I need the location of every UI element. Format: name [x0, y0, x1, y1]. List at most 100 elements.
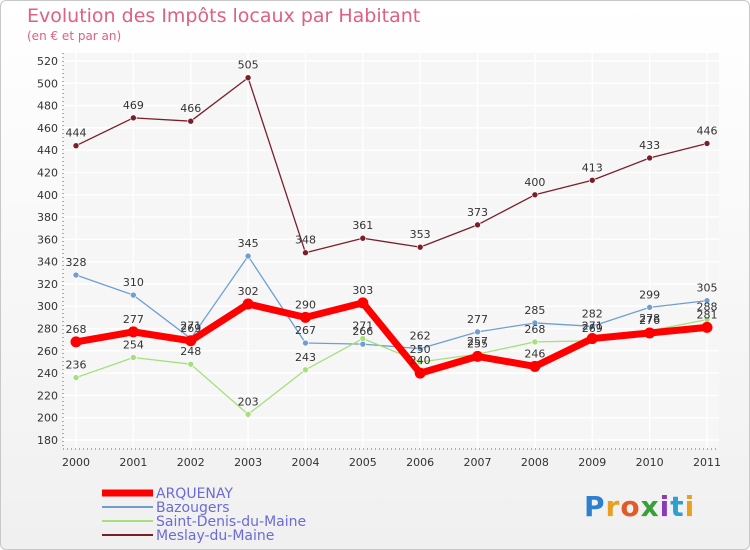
data-point	[531, 319, 539, 327]
x-tick-label: 2009	[578, 456, 606, 469]
data-label: 466	[180, 102, 201, 115]
data-label: 271	[180, 320, 201, 333]
data-label: 345	[238, 237, 259, 250]
data-point	[703, 297, 711, 304]
y-tick-label: 500	[37, 77, 58, 90]
x-tick-label: 2000	[62, 456, 90, 469]
data-label: 328	[66, 256, 87, 269]
data-point	[127, 326, 139, 338]
data-label: 303	[352, 284, 373, 297]
data-point	[187, 117, 195, 125]
data-label: 269	[180, 322, 201, 335]
data-point	[302, 249, 309, 257]
y-tick-label: 440	[37, 144, 58, 157]
data-point	[72, 374, 80, 381]
logo-letter: x	[640, 490, 660, 523]
data-label: 373	[467, 206, 488, 219]
data-label: 361	[352, 219, 373, 232]
x-tick-label: 2008	[521, 456, 549, 469]
data-label: 400	[524, 176, 545, 189]
x-tick-label: 2005	[349, 456, 377, 469]
data-point	[187, 360, 195, 368]
data-label: 236	[66, 359, 87, 372]
data-point	[70, 336, 82, 348]
data-label: 250	[410, 343, 431, 356]
data-point	[646, 154, 653, 162]
data-label: 269	[582, 322, 603, 335]
data-point	[130, 354, 137, 361]
data-point	[531, 338, 539, 346]
data-label: 444	[66, 127, 87, 140]
plot-area	[63, 53, 719, 449]
data-label: 505	[238, 59, 259, 72]
y-tick-label: 240	[37, 367, 58, 380]
x-tick-label: 2001	[119, 456, 147, 469]
y-tick-label: 380	[37, 211, 58, 224]
y-tick-label: 420	[37, 166, 58, 179]
data-label: 257	[467, 335, 488, 348]
logo-letter: i	[659, 490, 671, 523]
data-point	[359, 340, 367, 348]
logo-letter: t	[670, 490, 685, 523]
y-tick-label: 280	[37, 323, 58, 336]
data-point	[531, 191, 539, 199]
data-label: 266	[352, 325, 373, 338]
data-point	[416, 345, 424, 352]
data-point	[244, 411, 252, 418]
data-point	[646, 304, 653, 311]
data-label: 413	[582, 161, 603, 174]
data-point	[416, 358, 424, 366]
data-point	[472, 350, 484, 362]
y-tick-label: 260	[37, 345, 58, 358]
data-point	[130, 291, 137, 299]
data-point	[130, 114, 137, 122]
x-tick-label: 2003	[234, 456, 262, 469]
series-line-arquenay	[72, 299, 711, 377]
data-label: 285	[524, 304, 545, 317]
data-label: 281	[697, 308, 718, 321]
data-label: 348	[295, 234, 316, 247]
data-label: 302	[238, 285, 259, 298]
data-point	[474, 328, 481, 336]
data-label: 203	[238, 395, 259, 408]
data-point	[359, 234, 367, 242]
legend-entry: Meslay-du-Maine	[156, 528, 274, 544]
data-point	[244, 252, 252, 260]
data-label: 446	[697, 124, 718, 137]
legend-entry: Saint-Denis-du-Maine	[156, 514, 306, 530]
data-label: 246	[524, 347, 545, 360]
data-label: 299	[639, 288, 660, 301]
data-label: 310	[123, 276, 144, 289]
data-label: 277	[467, 313, 488, 326]
data-point	[588, 322, 596, 330]
data-point	[185, 335, 197, 347]
data-point	[701, 321, 713, 333]
data-label: 268	[524, 323, 545, 336]
data-label: 290	[295, 298, 316, 311]
data-point	[644, 327, 656, 339]
data-point	[302, 339, 309, 347]
y-tick-label: 480	[37, 100, 58, 113]
data-label: 282	[582, 307, 603, 320]
series-line-meslay-du-maine	[75, 77, 708, 254]
data-point	[529, 360, 541, 372]
data-label: 276	[639, 314, 660, 327]
chart-title: Evolution des Impôts locaux par Habitant	[27, 5, 421, 27]
data-label: 469	[123, 99, 144, 112]
data-point	[416, 243, 424, 251]
logo-letter: P	[584, 490, 606, 523]
data-point	[414, 367, 426, 379]
data-label: 243	[295, 351, 316, 364]
data-label: 277	[123, 313, 144, 326]
data-point	[474, 221, 481, 229]
y-tick-label: 200	[37, 412, 58, 425]
data-point	[359, 335, 367, 342]
x-tick-label: 2010	[636, 456, 664, 469]
data-label: 255	[467, 337, 488, 350]
series-line-bazougers	[75, 255, 708, 350]
data-point	[586, 333, 598, 345]
data-label: 254	[123, 339, 144, 352]
x-tick-label: 2006	[406, 456, 434, 469]
